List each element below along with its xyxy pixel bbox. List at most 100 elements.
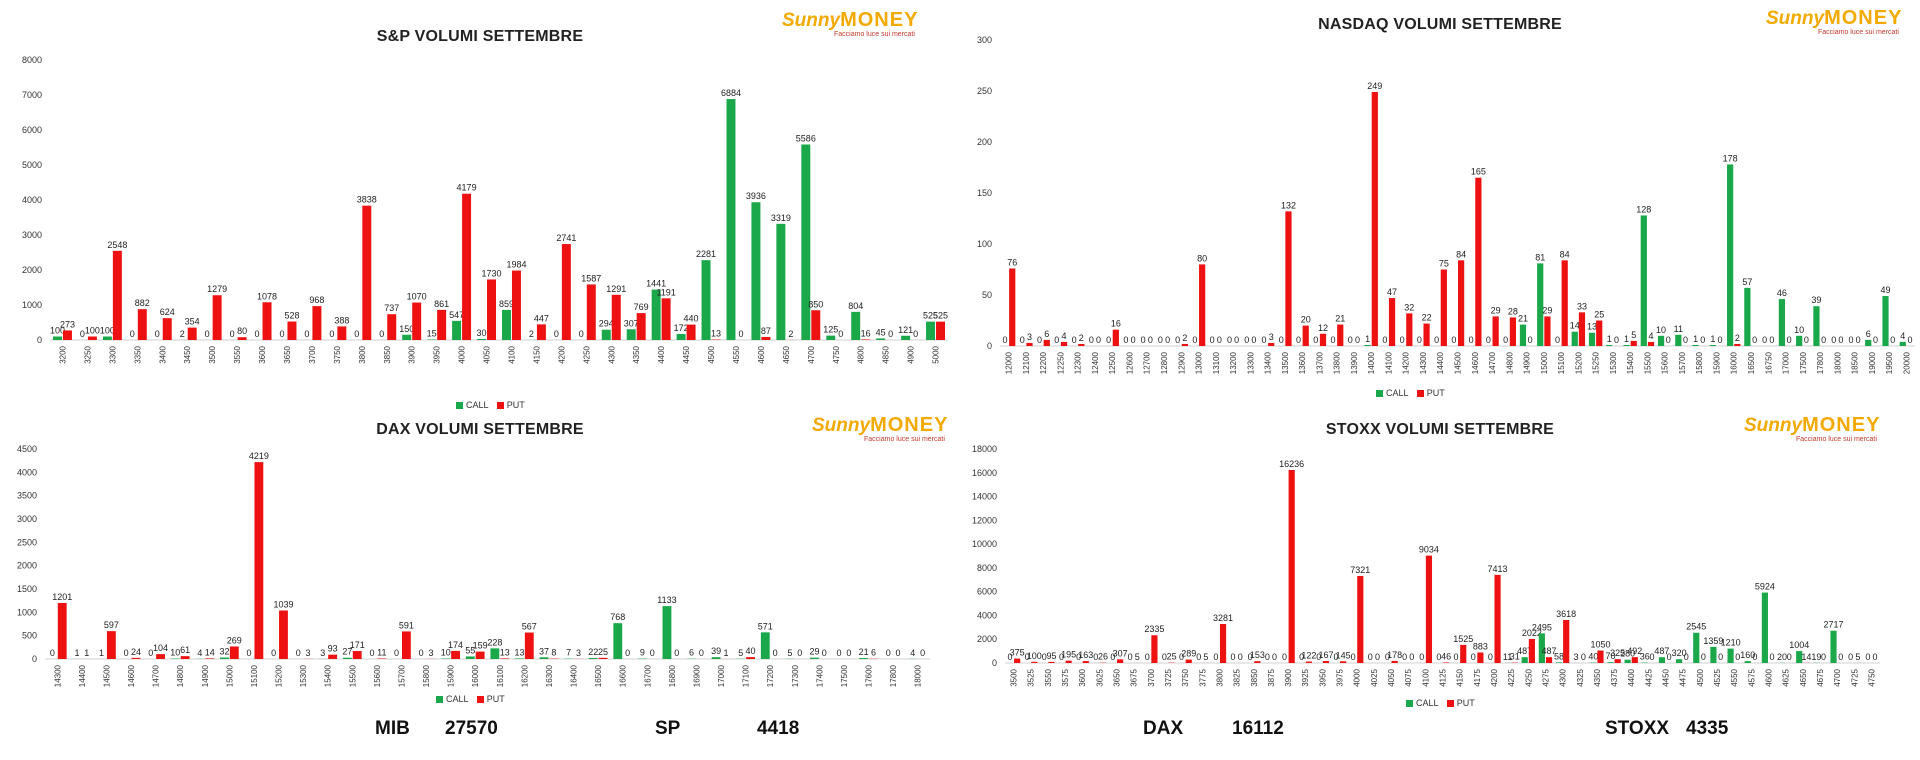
data-label: 1050 bbox=[1590, 640, 1610, 650]
data-label: 0 bbox=[1059, 652, 1064, 662]
put-bar bbox=[686, 324, 696, 340]
data-label: 0 bbox=[1486, 335, 1491, 345]
data-label: 178 bbox=[1723, 153, 1738, 163]
data-label: 178 bbox=[1387, 650, 1402, 660]
stoxx-bar-chart: 0200040006000800010000120001400016000180… bbox=[972, 444, 1880, 687]
data-label: 0 bbox=[1907, 335, 1912, 345]
x-tick-label: 4450 bbox=[682, 345, 691, 363]
data-label: 0 bbox=[1419, 652, 1424, 662]
data-label: 1070 bbox=[407, 292, 427, 302]
x-tick-label: 4175 bbox=[1473, 668, 1482, 686]
put-bar bbox=[212, 295, 222, 340]
data-label: 45 bbox=[876, 327, 886, 337]
call-bar bbox=[220, 657, 229, 659]
data-label: 0 bbox=[1718, 335, 1723, 345]
call-bar bbox=[851, 311, 861, 340]
y-tick-label: 8000 bbox=[977, 563, 997, 573]
x-tick-label: 4750 bbox=[832, 345, 841, 363]
call-bar bbox=[1537, 263, 1544, 346]
x-tick-label: 4850 bbox=[882, 345, 891, 363]
data-label: 0 bbox=[1848, 335, 1853, 345]
data-label: 15 bbox=[427, 328, 437, 338]
call-bar bbox=[1796, 335, 1803, 346]
data-label: 307 bbox=[1113, 648, 1128, 658]
data-label: 2717 bbox=[1824, 620, 1844, 630]
data-label: 2545 bbox=[1686, 622, 1706, 632]
data-label: 547 bbox=[449, 310, 464, 320]
put-bar bbox=[1406, 313, 1413, 346]
x-tick-label: 3900 bbox=[408, 345, 417, 363]
y-tick-label: 2500 bbox=[17, 537, 37, 547]
data-label: 0 bbox=[1131, 335, 1136, 345]
x-tick-label: 4250 bbox=[1524, 668, 1533, 686]
data-label: 1 bbox=[74, 648, 79, 658]
data-label: 20 bbox=[1301, 315, 1311, 325]
x-tick-label: 16500 bbox=[594, 664, 603, 687]
data-label: 0 bbox=[1333, 652, 1338, 662]
data-label: 25 bbox=[598, 647, 608, 657]
put-bar bbox=[1578, 312, 1586, 346]
x-tick-label: 12300 bbox=[1074, 351, 1083, 374]
data-label: 0 bbox=[1683, 335, 1688, 345]
x-tick-label: 15100 bbox=[1557, 351, 1566, 374]
data-label: 153 bbox=[1250, 650, 1265, 660]
y-tick-label: 18000 bbox=[972, 444, 997, 454]
put-bar bbox=[1048, 661, 1055, 663]
data-label: 49 bbox=[1880, 285, 1890, 295]
data-label: 307 bbox=[624, 318, 639, 328]
chart-title: DAX VOLUMI SETTEMBRE bbox=[376, 421, 584, 438]
y-tick-label: 200 bbox=[977, 137, 992, 147]
data-label: 597 bbox=[104, 620, 119, 630]
data-label: 16 bbox=[1111, 319, 1121, 329]
call-bar bbox=[701, 260, 711, 340]
dax-price-value: 16112 bbox=[1232, 718, 1284, 739]
x-tick-label: 4400 bbox=[1627, 668, 1636, 686]
put-bar bbox=[1060, 341, 1068, 346]
data-label: 5 bbox=[1203, 652, 1208, 662]
x-tick-label: 17500 bbox=[1799, 351, 1808, 374]
data-label: 0 bbox=[773, 648, 778, 658]
sunny-money-logo: SunnyMONEY Facciamo luce sui mercati bbox=[1766, 7, 1903, 36]
put-bar bbox=[598, 657, 608, 659]
data-label: 150 bbox=[399, 324, 414, 334]
call-bar bbox=[601, 329, 611, 340]
call-bar bbox=[926, 321, 936, 340]
x-tick-label: 4300 bbox=[607, 345, 616, 363]
data-label: 0 bbox=[379, 329, 384, 339]
data-label: 804 bbox=[848, 301, 863, 311]
data-label: 21 bbox=[859, 647, 869, 657]
x-tick-label: 15800 bbox=[1695, 351, 1704, 374]
call-bar bbox=[760, 632, 770, 659]
data-label: 39 bbox=[1811, 295, 1821, 305]
x-tick-label: 15900 bbox=[447, 664, 456, 687]
data-label: 2335 bbox=[1144, 624, 1164, 634]
data-label: 121 bbox=[898, 325, 913, 335]
data-label: 32 bbox=[219, 647, 229, 657]
put-bar bbox=[279, 610, 288, 659]
data-label: 0 bbox=[1451, 335, 1456, 345]
x-tick-label: 16300 bbox=[545, 664, 554, 687]
data-label: 3281 bbox=[1213, 613, 1233, 623]
x-tick-label: 15400 bbox=[1626, 351, 1635, 374]
stoxx-price-value: 4335 bbox=[1686, 718, 1729, 739]
put-bar bbox=[1199, 264, 1206, 346]
x-tick-label: 14800 bbox=[1505, 351, 1514, 374]
put-bar bbox=[1528, 638, 1535, 663]
data-label: 571 bbox=[758, 621, 773, 631]
put-bar bbox=[1544, 316, 1551, 346]
x-tick-label: 4150 bbox=[1456, 668, 1465, 686]
x-tick-label: 14400 bbox=[78, 664, 87, 687]
put-bar bbox=[1475, 177, 1482, 346]
call-bar bbox=[1813, 306, 1820, 346]
x-tick-label: 12000 bbox=[1005, 351, 1014, 374]
stoxx-price-label: STOXX bbox=[1605, 718, 1670, 739]
data-label: 0 bbox=[1025, 652, 1030, 662]
data-label: 1587 bbox=[581, 273, 601, 283]
data-label: 0 bbox=[1145, 652, 1150, 662]
x-tick-label: 4700 bbox=[807, 345, 816, 363]
call-bar bbox=[626, 329, 636, 340]
data-label: 0 bbox=[1769, 335, 1774, 345]
data-label: 0 bbox=[1192, 335, 1197, 345]
y-tick-label: 0 bbox=[32, 654, 37, 664]
data-label: 0 bbox=[1701, 652, 1706, 662]
